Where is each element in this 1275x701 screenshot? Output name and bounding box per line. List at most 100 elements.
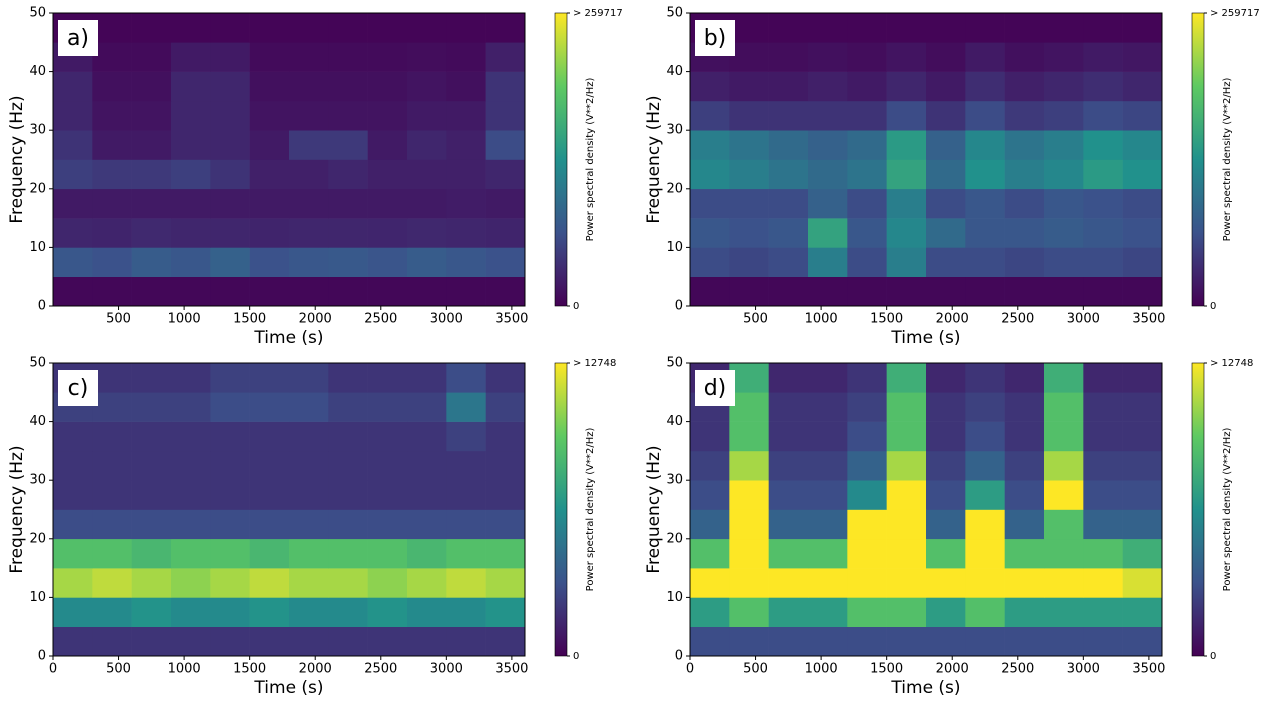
heatmap-cell [210,626,250,657]
y-axis-label: Frequency (Hz) [7,445,27,573]
heatmap-cell [171,130,211,160]
heatmap-cell [808,597,848,627]
heatmap-cell [210,13,250,43]
x-tick-label: 1000 [805,312,838,327]
heatmap-cell [1004,100,1045,131]
heatmap-cell [289,450,329,481]
x-tick-label: 2000 [299,312,332,327]
x-tick-label: 3000 [430,312,463,327]
heatmap-cell [92,13,132,43]
heatmap-cell [53,568,93,598]
heatmap-cell [1122,568,1163,598]
heatmap-cell [729,421,769,452]
heatmap-cell [367,363,408,393]
heatmap-cell [690,421,730,452]
heatmap-cell [965,597,1005,627]
x-tick-label: 1000 [168,662,201,677]
heatmap-cell [210,363,250,393]
heatmap-cell [729,13,769,43]
x-tick-label: 0 [686,662,694,677]
heatmap-cell [367,130,408,160]
heatmap-cell [210,480,250,510]
heatmap-cell [886,276,927,307]
heatmap-cell [926,480,966,510]
heatmap-cell [367,597,408,627]
heatmap-cell [210,42,250,72]
x-axis-label: Time (s) [890,328,960,348]
heatmap-cell [886,363,927,393]
x-tick-label: 2500 [364,662,397,677]
heatmap-cell [808,130,848,160]
heatmap-cell [249,159,290,190]
heatmap-cell [768,509,809,540]
heatmap-cell [886,247,927,277]
heatmap-cell [407,276,447,307]
heatmap-cell [53,509,93,540]
heatmap-cell [485,42,526,72]
heatmap-cell [1044,421,1084,452]
x-axis-label: Time (s) [253,678,323,698]
y-tick-label: 10 [666,240,683,255]
heatmap-cell [1083,130,1123,160]
heatmap-cell [171,188,211,219]
heatmap-cell [367,626,408,657]
heatmap-cell [1122,480,1163,510]
heatmap-cell [1004,247,1045,277]
heatmap-cell [367,13,408,43]
heatmap-cell [965,626,1005,657]
heatmap-cell [131,159,172,190]
heatmap-cell [1004,450,1045,481]
heatmap-cell [690,538,730,569]
heatmap-cell [847,363,887,393]
x-tick-label: 2500 [364,312,397,327]
heatmap-cell [446,509,486,540]
heatmap-cell [808,276,848,307]
x-tick-label: 3000 [430,662,463,677]
x-tick-label: 500 [743,312,768,327]
heatmap-cell [131,188,172,219]
panel-label-box [695,370,735,406]
heatmap-cell [1083,392,1123,422]
heatmap-cell [407,247,447,277]
heatmap-cell [1083,597,1123,627]
heatmap-cell [1122,100,1163,131]
heatmap-cell [1122,421,1163,452]
heatmap-cell [926,188,966,219]
heatmap-cell [1083,568,1123,598]
heatmap-cell [249,626,290,657]
heatmap-cell [690,597,730,627]
heatmap-cell [485,71,526,102]
heatmap-cell [131,130,172,160]
heatmap-cell [808,450,848,481]
heatmap-cell [1122,450,1163,481]
heatmap-cell [1122,218,1163,248]
heatmap-cell [847,130,887,160]
heatmap-cell [768,100,809,131]
heatmap-cell [926,130,966,160]
heatmap-cell [446,450,486,481]
heatmap-cell [926,626,966,657]
heatmap-cell [1044,568,1084,598]
heatmap-cell [729,188,769,219]
colorbar-tick-label: > 259717 [573,8,623,19]
heatmap-cell [210,538,250,569]
heatmap-cell [926,421,966,452]
heatmap-cell [367,100,408,131]
heatmap-cell [53,71,93,102]
heatmap-cell [847,626,887,657]
heatmap-cell [289,538,329,569]
x-tick-label: 2000 [936,662,969,677]
heatmap-cell [171,450,211,481]
colorbar-label: Power spectral density (V**2/Hz) [1222,78,1233,242]
colorbar-tick-label: 0 [1210,651,1216,662]
heatmap-cell [729,100,769,131]
heatmap-cell [367,276,408,307]
heatmap-cell [171,42,211,72]
heatmap-cell [1004,392,1045,422]
heatmap-cell [289,130,329,160]
heatmap-cell [886,450,927,481]
heatmap-cell [131,247,172,277]
y-tick-label: 20 [666,531,683,546]
heatmap-cell [131,480,172,510]
